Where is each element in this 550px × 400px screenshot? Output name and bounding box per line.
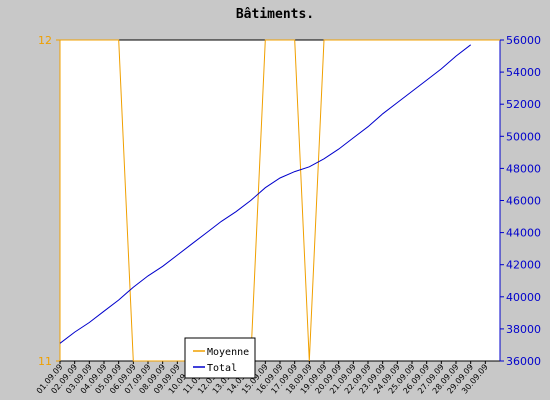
series-layer xyxy=(59,39,500,362)
right-tick-label: 42000 xyxy=(506,259,541,272)
x-tick-labels: 01.09.0902.09.0903.09.0904.09.0905.09.09… xyxy=(35,361,490,396)
right-tick-label: 46000 xyxy=(506,195,541,208)
legend-label-total: Total xyxy=(207,363,237,374)
series-line-total xyxy=(59,44,472,344)
legend-label-moyenne: Moyenne xyxy=(207,347,249,358)
right-tick-label: 52000 xyxy=(506,98,541,111)
series-line-moyenne xyxy=(60,39,500,362)
right-tick-label: 38000 xyxy=(506,323,541,336)
chart-title: Bâtiments. xyxy=(236,7,314,22)
legend-box xyxy=(184,337,256,379)
right-tick-label: 36000 xyxy=(506,355,541,368)
right-tick-label: 50000 xyxy=(506,130,541,143)
right-tick-labels: 36000 38000 40000 42000 44000 46000 48000 50000… xyxy=(500,34,541,368)
right-tick-label: 48000 xyxy=(506,162,541,175)
right-tick-label: 56000 xyxy=(506,34,541,47)
plot-area xyxy=(59,39,501,362)
right-tick-label: 54000 xyxy=(506,66,541,79)
right-tick-label: 40000 xyxy=(506,291,541,304)
left-tick-labels: 11 12 xyxy=(38,34,60,368)
legend: Moyenne Total xyxy=(184,337,256,379)
right-tick-label: 44000 xyxy=(506,227,541,240)
left-tick-label: 12 xyxy=(38,34,52,47)
left-tick-label: 11 xyxy=(38,355,52,368)
